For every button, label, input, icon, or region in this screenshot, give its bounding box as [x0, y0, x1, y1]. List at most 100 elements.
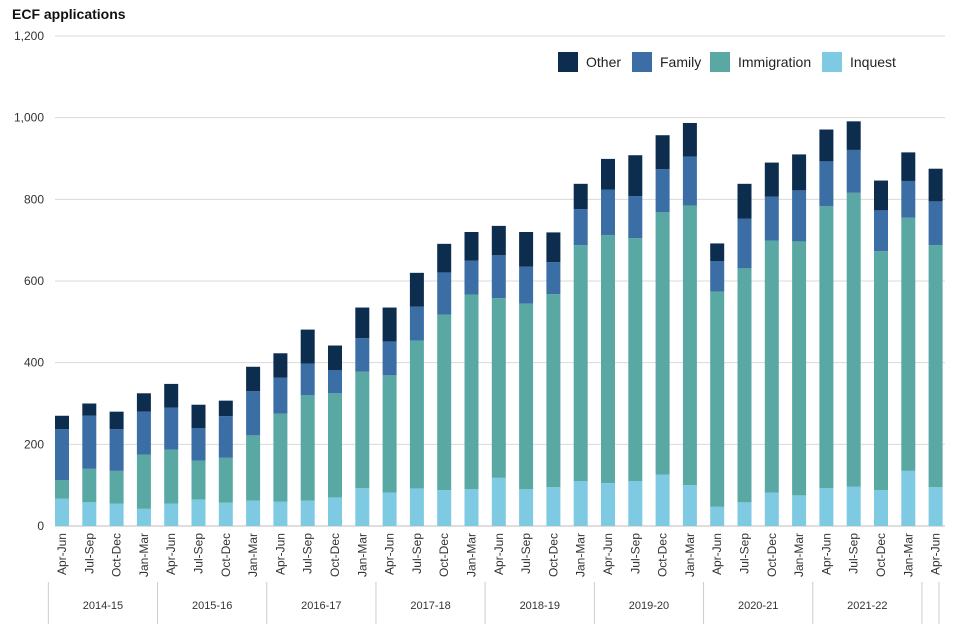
bar-immigration-24: [710, 291, 725, 507]
bar-other-5: [191, 404, 206, 428]
bar-family-14: [437, 272, 452, 315]
bar-inquest-10: [328, 497, 342, 526]
bar-family-26: [764, 196, 779, 241]
bar-inquest-30: [874, 490, 888, 526]
bar-inquest-8: [273, 501, 288, 526]
bar-inquest-0: [55, 498, 69, 526]
bar-immigration-13: [409, 340, 424, 489]
bar-immigration-0: [55, 480, 69, 499]
bars: [55, 121, 943, 527]
x-tick-label: Apr-Jun: [273, 533, 287, 575]
y-tick-label: 400: [24, 356, 44, 370]
fiscal-year-label: 2020-21: [738, 600, 778, 612]
bar-other-9: [300, 329, 315, 364]
fiscal-year-label: 2017-18: [410, 600, 450, 612]
bar-other-10: [328, 345, 342, 371]
x-tick-label: Jan-Mar: [137, 533, 151, 577]
legend-label-immigration: Immigration: [738, 54, 811, 70]
bar-inquest-32: [928, 487, 943, 526]
bar-immigration-23: [682, 205, 697, 486]
bar-other-0: [55, 415, 69, 430]
legend-label-inquest: Inquest: [850, 54, 896, 70]
bar-inquest-13: [409, 488, 424, 526]
bar-other-23: [682, 122, 697, 157]
bar-family-2: [109, 429, 124, 471]
bar-family-3: [136, 411, 151, 455]
x-tick-label: Jul-Sep: [738, 533, 752, 574]
bar-family-30: [874, 210, 888, 252]
bar-immigration-25: [737, 268, 752, 503]
bar-inquest-17: [519, 489, 534, 526]
bar-family-21: [628, 196, 643, 239]
bar-inquest-19: [573, 481, 588, 526]
legend-swatch-inquest: [822, 52, 842, 72]
bar-inquest-24: [710, 506, 725, 526]
bar-inquest-9: [300, 500, 315, 526]
bar-family-5: [191, 428, 206, 461]
bar-family-16: [491, 255, 506, 299]
bar-family-19: [573, 209, 588, 246]
bar-immigration-5: [191, 460, 206, 500]
x-tick-label: Oct-Dec: [656, 533, 670, 577]
bar-inquest-6: [218, 502, 233, 526]
bar-family-13: [409, 306, 424, 341]
bar-inquest-7: [246, 500, 261, 526]
bar-immigration-8: [273, 413, 288, 502]
bar-immigration-15: [464, 294, 479, 490]
bar-other-6: [218, 400, 233, 417]
bar-other-15: [464, 232, 479, 261]
bar-other-17: [519, 232, 534, 267]
bar-family-24: [710, 260, 725, 292]
legend-swatch-immigration: [710, 52, 730, 72]
bar-inquest-4: [164, 503, 179, 526]
fiscal-year-label: 2015-16: [192, 600, 232, 612]
bar-family-12: [382, 341, 397, 376]
bar-other-19: [573, 183, 588, 210]
bar-family-20: [601, 189, 615, 236]
bar-immigration-17: [519, 303, 534, 490]
fiscal-year-label: 2018-19: [520, 600, 560, 612]
x-tick-label: Oct-Dec: [765, 533, 779, 577]
x-tick-label: Jul-Sep: [628, 533, 642, 574]
bar-inquest-20: [601, 483, 615, 527]
fiscal-year-label: 2016-17: [301, 600, 341, 612]
bar-other-30: [874, 180, 888, 211]
bar-immigration-11: [355, 371, 370, 489]
bar-inquest-12: [382, 492, 397, 526]
x-tick-label: Jan-Mar: [683, 533, 697, 577]
bar-inquest-27: [792, 495, 807, 527]
bar-other-29: [846, 121, 861, 150]
bar-immigration-2: [109, 470, 124, 504]
x-tick-label: Apr-Jun: [601, 533, 615, 575]
bar-inquest-29: [846, 486, 861, 526]
x-tick-label: Jan-Mar: [574, 533, 588, 577]
bar-other-7: [246, 366, 261, 392]
x-tick-label: Jul-Sep: [301, 533, 315, 574]
bar-family-10: [328, 370, 342, 394]
bar-family-22: [655, 169, 670, 212]
x-tick-label: Jan-Mar: [355, 533, 369, 577]
y-tick-label: 800: [24, 192, 44, 206]
x-tick-label: Oct-Dec: [110, 533, 124, 577]
legend-swatch-other: [558, 52, 578, 72]
bar-other-12: [382, 307, 397, 342]
bar-immigration-1: [82, 468, 97, 503]
bar-family-25: [737, 218, 752, 269]
bar-immigration-16: [491, 298, 506, 478]
bar-other-14: [437, 243, 452, 273]
bar-inquest-18: [546, 487, 561, 526]
x-tick-label: Jul-Sep: [82, 533, 96, 574]
x-tick-label: Oct-Dec: [219, 533, 233, 577]
x-tick-label: Apr-Jun: [55, 533, 69, 575]
bar-other-13: [409, 272, 424, 307]
bar-other-18: [546, 232, 561, 263]
x-tick-label: Oct-Dec: [437, 533, 451, 577]
bar-family-8: [273, 377, 288, 414]
bar-immigration-28: [819, 206, 834, 489]
bar-immigration-19: [573, 245, 588, 482]
x-tick-label: Apr-Jun: [819, 533, 833, 575]
bar-inquest-15: [464, 489, 479, 526]
bar-other-28: [819, 129, 834, 162]
bar-immigration-7: [246, 435, 261, 501]
x-tick-label: Jul-Sep: [847, 533, 861, 574]
